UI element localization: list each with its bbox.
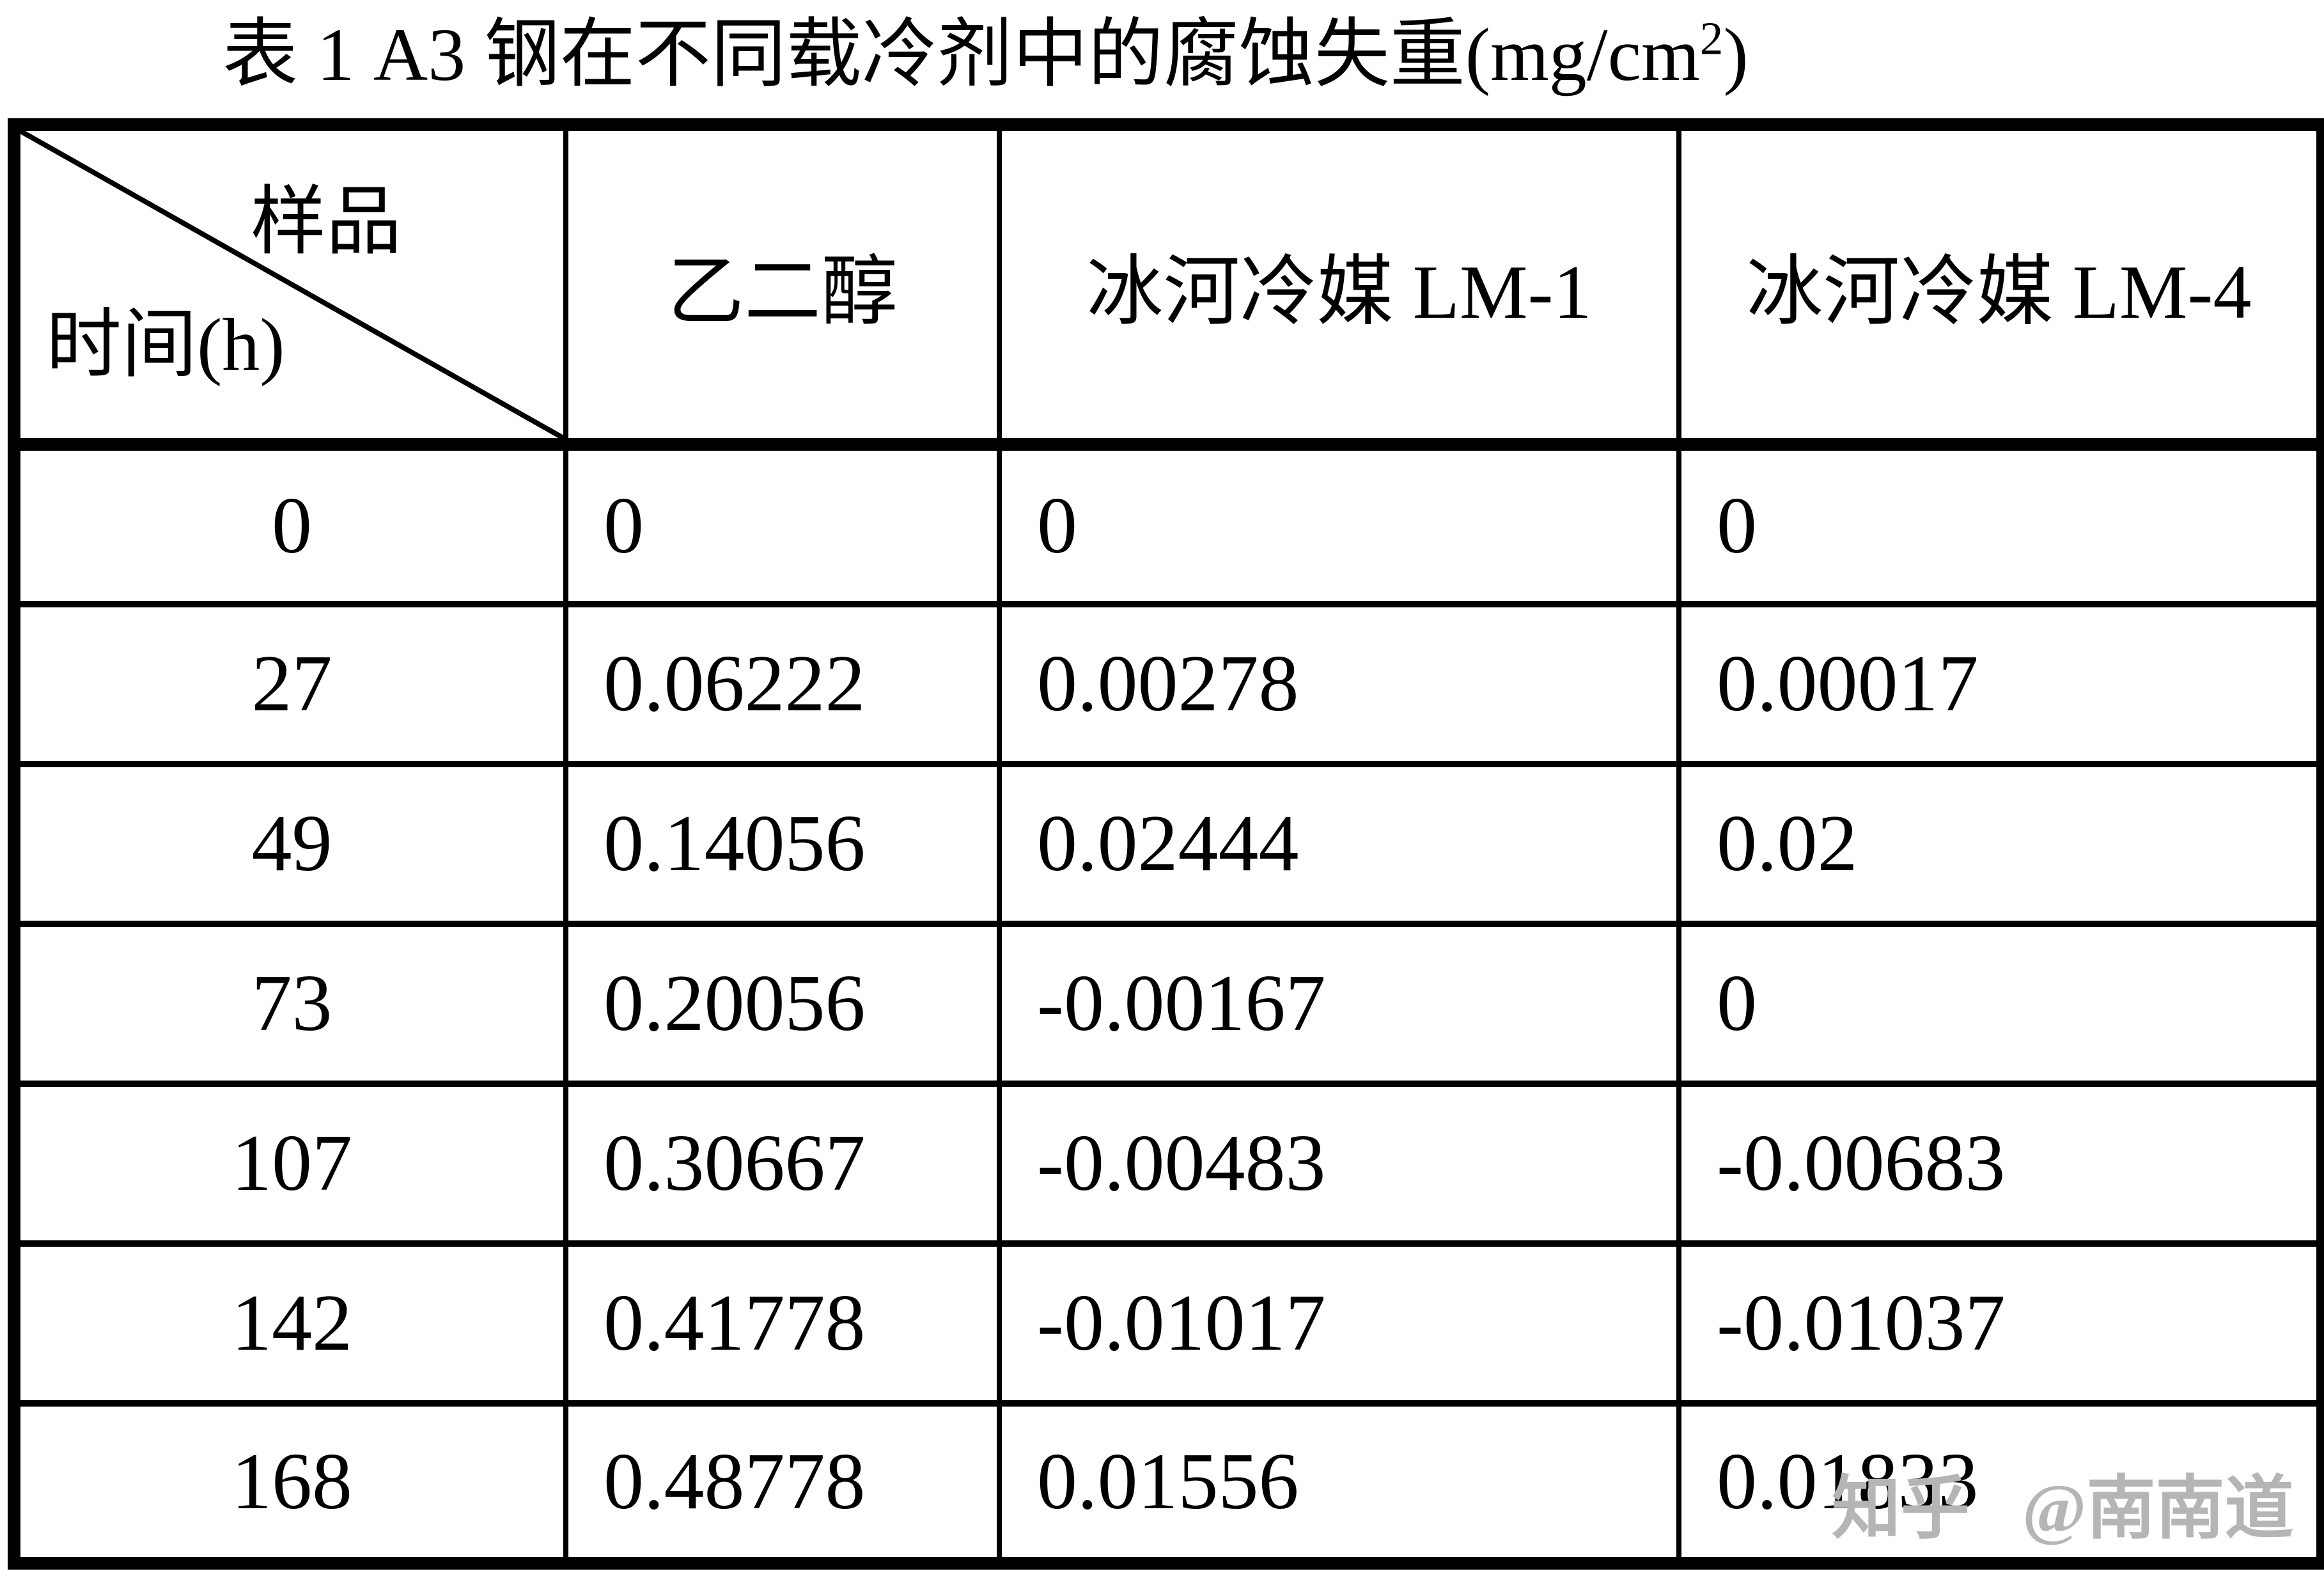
time-cell: 0	[12, 441, 568, 607]
corner-label-sample: 样品	[251, 180, 402, 264]
corrosion-weight-loss-table: 样品 时间(h) 乙二醇 冰河冷媒 LM-1 冰河冷媒 LM-4 0 0 0 0…	[8, 118, 2324, 1570]
title-superscript: 2	[1699, 12, 1724, 65]
value-cell: 0.01556	[997, 1400, 1681, 1566]
value-cell: 0.00017	[1676, 601, 2324, 767]
corner-label-time: 时间(h)	[46, 303, 285, 387]
table-row: 27 0.06222 0.00278 0.00017	[12, 601, 2324, 767]
value-cell: 0.01833	[1676, 1400, 2324, 1566]
watermark-username: @南南道	[2022, 1471, 2294, 1547]
table-row: 168 0.48778 0.01556 0.01833	[12, 1400, 2324, 1566]
value-cell: 0.02444	[997, 761, 1681, 927]
time-cell: 73	[12, 921, 568, 1087]
time-cell: 142	[12, 1240, 568, 1407]
value-cell: -0.00683	[1676, 1081, 2324, 1247]
value-cell: 0.06222	[563, 601, 1002, 767]
diagonal-divider-line	[20, 131, 563, 438]
corner-header-cell: 样品 时间(h)	[12, 121, 568, 451]
value-cell: 0	[1676, 441, 2324, 607]
time-cell: 27	[12, 601, 568, 767]
table-row: 142 0.41778 -0.01017 -0.01037	[12, 1240, 2324, 1407]
time-cell: 168	[12, 1400, 568, 1566]
title-text: 表 1 A3 钢在不同载冷剂中的腐蚀失重(mg/cm	[222, 13, 1700, 97]
value-cell: 0.20056	[563, 921, 1002, 1087]
value-cell: -0.01017	[997, 1240, 1681, 1407]
table-row: 107 0.30667 -0.00483 -0.00683	[12, 1081, 2324, 1247]
time-cell: 49	[12, 761, 568, 927]
watermark: 知乎 @南南道	[1832, 1453, 2293, 1552]
column-header-lm1: 冰河冷媒 LM-1	[997, 121, 1681, 451]
value-cell: 0	[997, 441, 1681, 607]
column-header-ethylene-glycol: 乙二醇	[563, 121, 1002, 451]
value-cell: 0.14056	[563, 761, 1002, 927]
value-cell: 0.30667	[563, 1081, 1002, 1247]
column-header-lm4: 冰河冷媒 LM-4	[1676, 121, 2324, 451]
page-title: 表 1 A3 钢在不同载冷剂中的腐蚀失重(mg/cm2)	[222, 0, 1749, 109]
header-row: 样品 时间(h) 乙二醇 冰河冷媒 LM-1 冰河冷媒 LM-4	[12, 121, 2324, 451]
watermark-zhihu-logo: 知乎	[1832, 1471, 1970, 1547]
value-cell: -0.00483	[997, 1081, 1681, 1247]
table-row: 49 0.14056 0.02444 0.02	[12, 761, 2324, 927]
value-cell: 0.41778	[563, 1240, 1002, 1407]
value-cell: -0.00167	[997, 921, 1681, 1087]
value-cell: 0.00278	[997, 601, 1681, 767]
value-cell: 0	[1676, 921, 2324, 1087]
time-cell: 107	[12, 1081, 568, 1247]
value-cell: 0.02	[1676, 761, 2324, 927]
value-cell: 0	[563, 441, 1002, 607]
table-row: 73 0.20056 -0.00167 0	[12, 921, 2324, 1087]
value-cell: 0.48778	[563, 1400, 1002, 1566]
value-cell: -0.01037	[1676, 1240, 2324, 1407]
title-close-paren: )	[1723, 13, 1749, 97]
table-row: 0 0 0 0	[12, 441, 2324, 607]
